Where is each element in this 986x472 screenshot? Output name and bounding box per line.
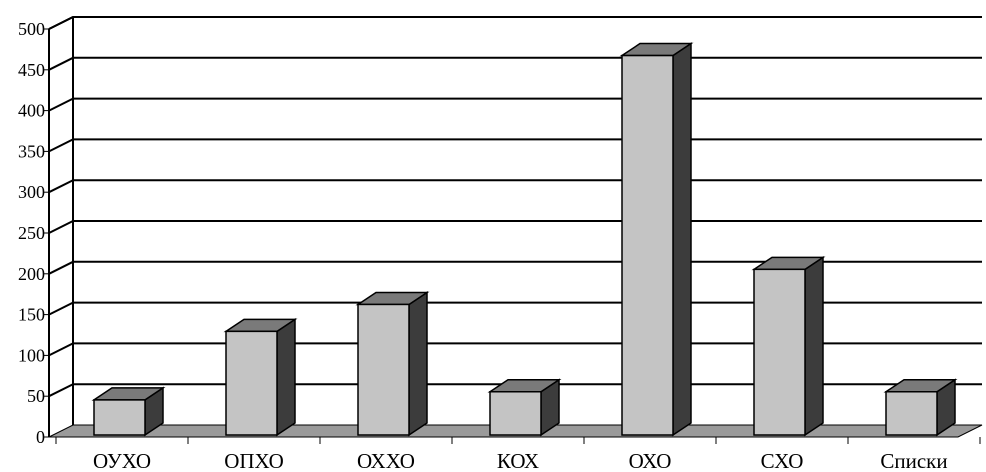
gridline <box>48 301 982 316</box>
gridline <box>48 260 982 275</box>
y-tick-label: 200 <box>18 264 45 284</box>
gridline <box>48 16 982 30</box>
bar-Списки <box>883 378 958 437</box>
y-tick-label: 100 <box>18 345 45 365</box>
bar-side <box>408 291 428 437</box>
y-tick-label: 300 <box>18 182 45 202</box>
bar-front <box>93 399 146 436</box>
y-tick-label: 450 <box>18 60 45 80</box>
y-tick-label: 500 <box>18 19 45 39</box>
y-tick-label: 350 <box>18 141 45 161</box>
axes <box>43 16 981 444</box>
bar-front <box>489 391 542 436</box>
bar-front <box>225 330 278 436</box>
bar-front <box>357 303 410 436</box>
bar-ОХО <box>619 42 694 437</box>
bar-front <box>885 391 938 436</box>
bar-КОХ <box>487 378 562 437</box>
bar-ОПХО <box>223 317 298 437</box>
bar-ОУХО <box>91 386 166 437</box>
x-category-label: СХО <box>761 449 804 472</box>
y-tick-label: 150 <box>18 305 45 325</box>
y-tick-label: 50 <box>27 386 45 406</box>
wall-top-edge <box>48 16 74 30</box>
x-category-label: Списки <box>880 449 947 472</box>
bar-front <box>753 268 806 436</box>
gridlines <box>48 16 982 398</box>
x-category-label: ОУХО <box>93 449 151 472</box>
gridline <box>48 138 982 153</box>
x-category-label: КОХ <box>497 449 539 472</box>
bar-СХО <box>751 255 826 437</box>
x-category-label: ОХО <box>629 449 672 472</box>
bar-side <box>804 255 824 437</box>
bars <box>91 42 958 437</box>
x-category-labels: ОУХО ОПХО ОХХО КОХ ОХО СХО Списки <box>93 449 948 472</box>
bar-side <box>672 42 692 437</box>
y-tick-labels: 0 50 100 150 200 250 300 350 400 450 500 <box>18 19 45 447</box>
x-category-label: ОПХО <box>224 449 284 472</box>
x-category-label: ОХХО <box>357 449 415 472</box>
bar-side <box>276 317 296 437</box>
bar-ОХХО <box>355 291 430 437</box>
y-tick-label: 400 <box>18 101 45 121</box>
gridline <box>48 56 982 71</box>
gridline <box>48 179 982 194</box>
y-tick-label: 0 <box>36 427 45 447</box>
gridline <box>48 342 982 357</box>
gridline <box>48 97 982 112</box>
y-tick-label: 250 <box>18 223 45 243</box>
gridline <box>48 220 982 234</box>
bar-front <box>621 54 674 436</box>
